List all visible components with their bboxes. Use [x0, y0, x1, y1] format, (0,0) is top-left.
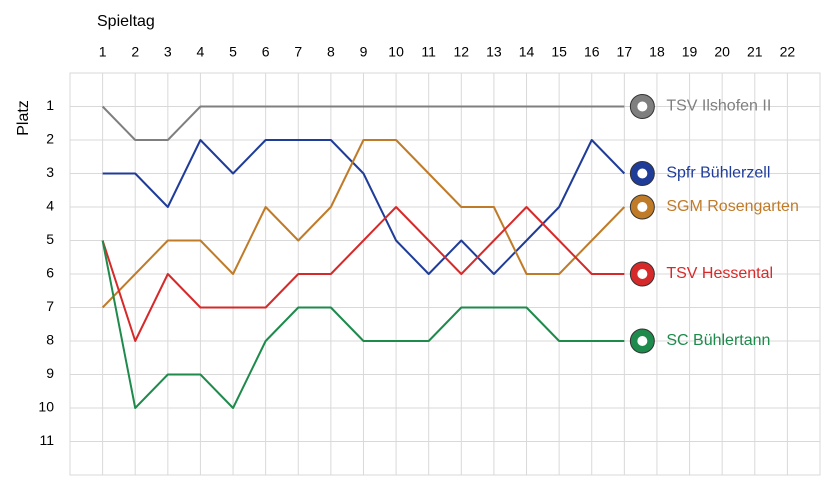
x-tick-label: 16: [584, 44, 600, 60]
legend-label: TSV Hessental: [666, 265, 773, 282]
x-tick-label: 19: [682, 44, 698, 60]
y-tick-label: 4: [46, 198, 54, 214]
x-tick-label: 1: [99, 44, 107, 60]
y-tick-label: 11: [39, 432, 54, 448]
x-tick-label: 11: [421, 44, 436, 60]
y-tick-label: 7: [46, 298, 54, 314]
series-line: [101, 206, 625, 342]
y-tick-label: 5: [46, 231, 54, 247]
legend-label: SGM Rosengarten: [666, 198, 799, 215]
team-logo-inner: [637, 202, 648, 212]
y-tick-label: 9: [46, 365, 54, 381]
x-tick-label: 3: [164, 44, 172, 60]
team-logo-inner: [637, 168, 648, 179]
y-tick-label: 6: [46, 265, 54, 281]
x-tick-label: 17: [617, 44, 633, 60]
legend-label: SC Bühlertann: [666, 332, 770, 349]
series-line: [102, 139, 626, 275]
x-tick-label: 2: [131, 44, 139, 60]
team-logo-inner: [637, 336, 648, 346]
y-tick-label: 8: [46, 332, 54, 348]
y-tick-label: 1: [46, 97, 54, 113]
team-logo-inner: [637, 101, 648, 112]
x-tick-label: 13: [486, 44, 502, 60]
y-tick-label: 10: [38, 399, 54, 415]
legend-label: Spfr Bühlerzell: [666, 165, 770, 182]
x-tick-label: 10: [388, 44, 404, 60]
x-tick-label: 8: [327, 44, 335, 60]
y-tick-label: 2: [46, 131, 54, 147]
x-tick-label: 4: [197, 44, 205, 60]
legend-label: TSV Ilshofen II: [666, 98, 771, 115]
y-axis-title: Platz: [15, 100, 32, 136]
team-logo-inner: [637, 269, 648, 279]
x-tick-label: 9: [360, 44, 368, 60]
x-tick-label: 6: [262, 44, 270, 60]
y-tick-label: 3: [46, 164, 54, 180]
x-tick-label: 14: [519, 44, 535, 60]
x-tick-label: 7: [294, 44, 302, 60]
x-tick-label: 15: [551, 44, 567, 60]
series-line: [101, 139, 626, 309]
x-tick-label: 12: [454, 44, 470, 60]
x-tick-label: 22: [780, 44, 796, 60]
series-line: [101, 105, 625, 141]
x-axis-title: Spieltag: [97, 13, 155, 30]
x-tick-label: 20: [714, 44, 730, 60]
x-tick-label: 21: [747, 44, 763, 60]
series-line: [101, 240, 625, 409]
x-tick-label: 5: [229, 44, 237, 60]
x-tick-label: 18: [649, 44, 665, 60]
